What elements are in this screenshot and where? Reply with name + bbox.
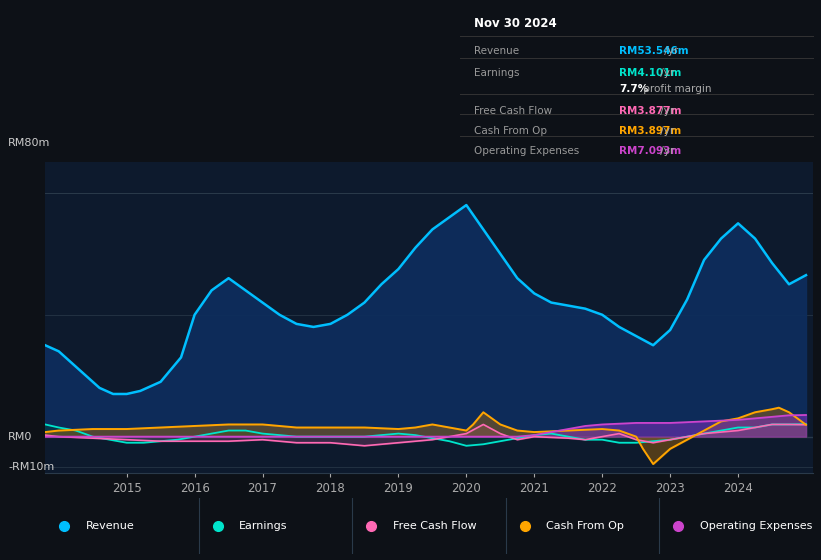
Text: RM0: RM0 <box>8 432 33 442</box>
Text: Revenue: Revenue <box>86 521 135 531</box>
Text: /yr: /yr <box>657 106 674 115</box>
Text: Cash From Op: Cash From Op <box>474 126 547 136</box>
Text: Earnings: Earnings <box>240 521 288 531</box>
Text: Operating Expenses: Operating Expenses <box>700 521 812 531</box>
Text: Nov 30 2024: Nov 30 2024 <box>474 17 557 30</box>
Text: RM4.101m: RM4.101m <box>619 68 681 78</box>
Text: RM3.897m: RM3.897m <box>619 126 681 136</box>
Text: RM53.546m: RM53.546m <box>619 46 689 56</box>
Text: Operating Expenses: Operating Expenses <box>474 146 579 156</box>
Text: /yr: /yr <box>657 68 674 78</box>
Text: RM3.877m: RM3.877m <box>619 106 682 115</box>
Text: profit margin: profit margin <box>640 84 712 94</box>
Text: Cash From Op: Cash From Op <box>547 521 624 531</box>
Text: 7.7%: 7.7% <box>619 84 649 94</box>
Text: Earnings: Earnings <box>474 68 520 78</box>
Text: /yr: /yr <box>661 46 678 56</box>
Text: Free Cash Flow: Free Cash Flow <box>393 521 476 531</box>
Text: /yr: /yr <box>657 146 674 156</box>
Text: /yr: /yr <box>657 126 674 136</box>
Text: Revenue: Revenue <box>474 46 519 56</box>
Text: Free Cash Flow: Free Cash Flow <box>474 106 552 115</box>
Text: -RM10m: -RM10m <box>8 462 54 472</box>
Text: RM7.093m: RM7.093m <box>619 146 681 156</box>
Text: RM80m: RM80m <box>8 138 51 148</box>
